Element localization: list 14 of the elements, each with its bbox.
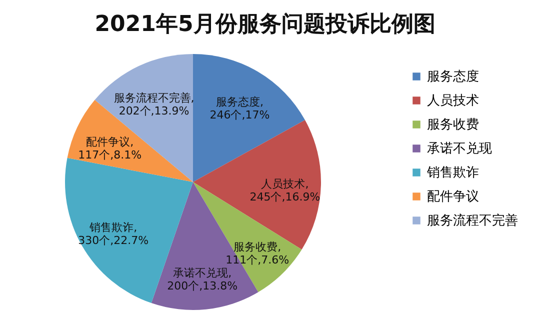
data-label: 服务态度, 246个,17% bbox=[210, 96, 270, 122]
legend-label: 服务流程不完善 bbox=[427, 212, 518, 228]
data-label: 人员技术, 245个,16.9% bbox=[250, 177, 320, 204]
legend-label: 服务收费 bbox=[427, 118, 479, 132]
legend-label: 人员技术 bbox=[427, 94, 479, 108]
data-label: 配件争议, 117个,8.1% bbox=[78, 136, 142, 162]
legend-label: 承诺不兑现 bbox=[427, 142, 492, 156]
legend-label: 销售欺诈 bbox=[426, 166, 479, 180]
legend-label: 服务态度 bbox=[427, 68, 479, 84]
data-label: 承诺不兑现, 200个,13.8% bbox=[167, 266, 238, 293]
data-label: 销售欺诈, 330个,22.7% bbox=[78, 221, 149, 248]
legend-label: 配件争议 bbox=[427, 190, 479, 204]
chart-title: 2021年5月份服务问题投诉比例图 bbox=[94, 12, 436, 37]
data-label: 服务流程不完善, 202个,13.9% bbox=[114, 92, 194, 118]
